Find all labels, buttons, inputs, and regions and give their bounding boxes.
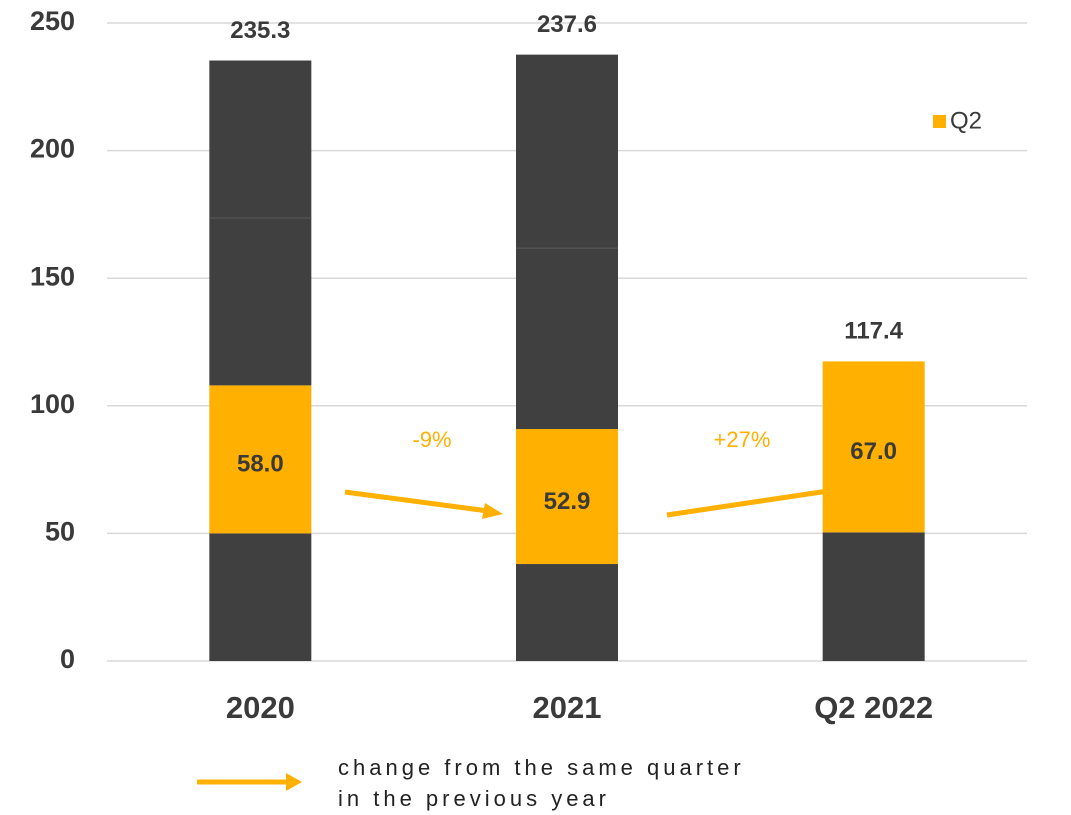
footnote: change from the same quarter: [338, 755, 745, 780]
total-label: 237.6: [537, 11, 597, 38]
total-label: 117.4: [844, 318, 903, 345]
arrow-head: [482, 503, 503, 519]
y-tick-label: 0: [60, 644, 75, 674]
x-tick-label: Q2 2022: [814, 690, 933, 725]
bar-segment: [822, 361, 925, 533]
bar-segment: [822, 532, 925, 661]
y-tick-label: 250: [30, 6, 75, 36]
bar-segment: [516, 429, 618, 565]
arrow: [666, 488, 829, 518]
data-label: 58.0: [237, 451, 284, 478]
data-label: 67.0: [850, 438, 897, 465]
y-tick-label: 100: [30, 389, 75, 419]
bar-segment: [516, 54, 618, 249]
bar-segment: [516, 564, 618, 661]
total-label: 235.3: [230, 17, 290, 44]
bar-segment: [209, 533, 312, 661]
y-tick-label: 200: [30, 134, 75, 164]
arrow: [344, 489, 489, 514]
bar-segment: [516, 248, 618, 430]
change-arrows: [197, 482, 843, 791]
footnote: in the previous year: [338, 786, 610, 811]
y-tick-label: 50: [45, 517, 75, 547]
annotation: -9%: [412, 427, 451, 452]
x-tick-label: 2020: [226, 690, 295, 725]
y-tick-label: 150: [30, 261, 75, 291]
annotation: +27%: [714, 427, 771, 452]
legend-swatch: [933, 115, 946, 128]
arrow-head: [286, 773, 302, 791]
data-label: 52.9: [544, 488, 591, 515]
bar-segment: [209, 385, 312, 534]
bar-segment: [209, 217, 312, 386]
bar-segment: [209, 60, 312, 218]
legend-label: Q2: [950, 107, 982, 134]
x-tick-label: 2021: [533, 690, 602, 725]
